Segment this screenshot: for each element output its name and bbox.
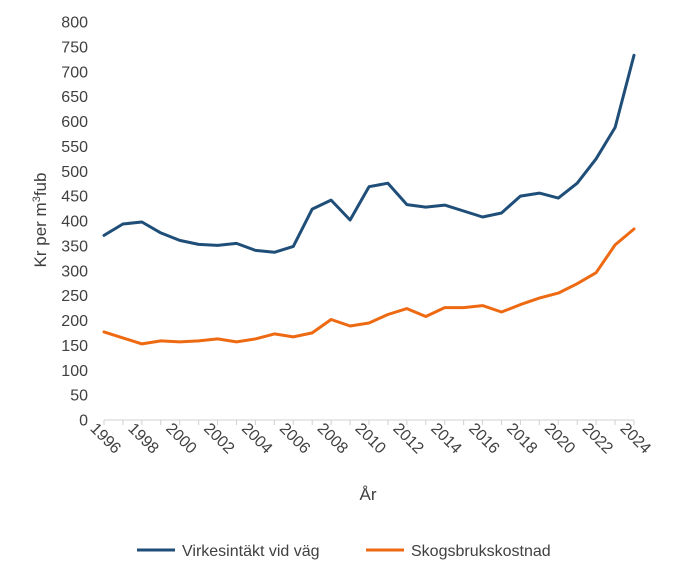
x-tick-label: 2012 (389, 420, 426, 457)
x-tick-label: 2006 (276, 420, 313, 457)
x-tick-label: 2010 (352, 420, 389, 457)
x-tick-label: 2022 (579, 420, 616, 457)
legend-item-2: Skogsbrukskostnad (366, 543, 551, 560)
y-tick-label: 400 (61, 214, 88, 231)
x-tick-label: 2004 (238, 420, 275, 457)
x-tick-label: 2024 (617, 420, 654, 457)
y-tick-label: 550 (61, 139, 88, 156)
legend-label-1: Virkesintäkt vid väg (182, 543, 320, 560)
x-axis-ticks: 1996 1998 2000 2002 2004 2006 2008 2010 2012 2014… (87, 420, 654, 457)
y-axis-title-sup: 3 (31, 196, 43, 202)
y-axis-title-tail: fub (31, 173, 50, 197)
y-tick-label: 300 (61, 263, 88, 280)
legend-label-2: Skogsbrukskostnad (411, 543, 551, 560)
y-tick-label: 100 (61, 363, 88, 380)
y-tick-label: 450 (61, 189, 88, 206)
y-tick-label: 200 (61, 313, 88, 330)
y-tick-label: 350 (61, 238, 88, 255)
y-tick-label: 700 (61, 64, 88, 81)
y-tick-label: 750 (61, 39, 88, 56)
x-tick-label: 2008 (314, 420, 351, 457)
series-line-1 (102, 53, 636, 254)
x-tick-label: 2018 (503, 420, 540, 457)
y-axis-title: Kr per m3fub (31, 173, 50, 268)
x-axis-title: År (360, 485, 377, 504)
y-tick-label: 800 (61, 15, 88, 32)
legend: Virkesintäkt vid väg Skogsbrukskostnad (137, 543, 551, 560)
x-tick-label: 1998 (124, 420, 161, 457)
y-tick-label: 50 (70, 388, 88, 405)
y-tick-label: 600 (61, 114, 88, 131)
y-axis-title-main: Kr per m (31, 202, 50, 267)
y-axis-ticks: 0 50 100 150 200 250 300 350 400 450 500 550 600 650 7… (61, 15, 88, 430)
y-tick-label: 0 (79, 413, 88, 430)
series-lines (102, 53, 636, 346)
y-tick-label: 250 (61, 288, 88, 305)
x-tick-label: 1996 (87, 420, 124, 457)
y-tick-label: 650 (61, 89, 88, 106)
y-tick-label: 500 (61, 164, 88, 181)
legend-item-1: Virkesintäkt vid väg (137, 543, 320, 560)
x-tick-label: 2014 (427, 420, 464, 457)
series-line-2 (102, 227, 636, 346)
x-tick-label: 2016 (465, 420, 502, 457)
y-tick-label: 150 (61, 338, 88, 355)
x-tick-label: 2000 (162, 420, 199, 457)
x-tick-label: 2002 (200, 420, 237, 457)
x-tick-label: 2020 (541, 420, 578, 457)
